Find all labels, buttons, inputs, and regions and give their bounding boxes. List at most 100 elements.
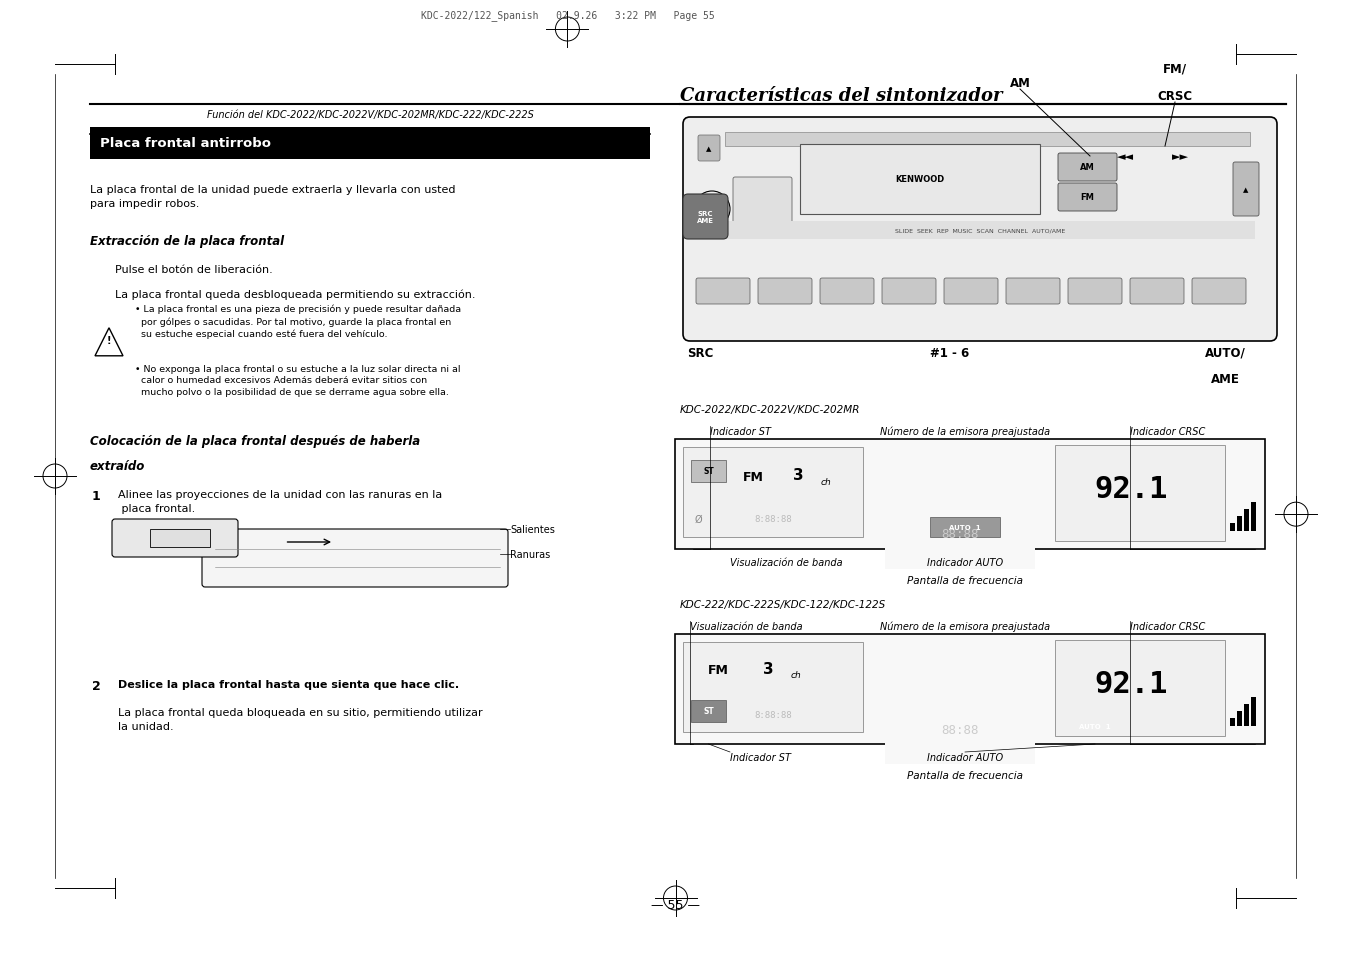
Text: Pulse el botón de liberación.: Pulse el botón de liberación.	[115, 265, 273, 274]
Text: ST: ST	[703, 467, 713, 476]
Text: KDC-2022/KDC-2022V/KDC-202MR: KDC-2022/KDC-2022V/KDC-202MR	[680, 405, 861, 415]
FancyBboxPatch shape	[882, 278, 936, 305]
Text: KDC-2022/122_Spanish   02.9.26   3:22 PM   Page 55: KDC-2022/122_Spanish 02.9.26 3:22 PM Pag…	[420, 10, 715, 21]
Polygon shape	[95, 329, 123, 356]
Text: Placa frontal antirrobo: Placa frontal antirrobo	[100, 136, 272, 150]
Text: — 55 —: — 55 —	[651, 898, 700, 911]
Text: 8:88:88: 8:88:88	[754, 515, 792, 524]
Text: SLIDE  SEEK  REP  MUSIC  SCAN  CHANNEL  AUTO/AME: SLIDE SEEK REP MUSIC SCAN CHANNEL AUTO/A…	[894, 229, 1065, 233]
Bar	[929, 517, 1000, 537]
Text: SRC
AME: SRC AME	[697, 211, 713, 224]
Text: AME: AME	[1210, 373, 1239, 386]
Text: 3: 3	[763, 660, 774, 676]
Bar	[1244, 510, 1250, 532]
Text: La placa frontal queda bloqueada en su sitio, permitiendo utilizar
la unidad.: La placa frontal queda bloqueada en su s…	[118, 707, 482, 731]
Text: Indicador ST: Indicador ST	[730, 752, 790, 762]
Text: Función del KDC-2022/KDC-2022V/KDC-202MR/KDC-222/KDC-222S: Función del KDC-2022/KDC-2022V/KDC-202MR…	[207, 110, 534, 120]
Text: Visualización de banda: Visualización de banda	[730, 558, 843, 567]
Bar	[725, 132, 1250, 147]
Bar	[1061, 717, 1129, 737]
Bar	[690, 460, 725, 482]
Bar	[1229, 719, 1235, 726]
FancyBboxPatch shape	[1069, 278, 1121, 305]
FancyBboxPatch shape	[684, 118, 1277, 341]
Text: Indicador ST: Indicador ST	[711, 427, 771, 436]
Text: Indicador AUTO: Indicador AUTO	[927, 558, 1002, 567]
FancyBboxPatch shape	[203, 530, 508, 587]
FancyBboxPatch shape	[758, 278, 812, 305]
Bar	[676, 635, 1265, 744]
Bar	[705, 222, 1255, 240]
Text: AM: AM	[1009, 77, 1031, 90]
Text: Ø: Ø	[694, 709, 701, 720]
Text: Extracción de la placa frontal: Extracción de la placa frontal	[91, 234, 284, 248]
Text: #1 - 6: #1 - 6	[931, 347, 970, 359]
FancyBboxPatch shape	[112, 519, 238, 558]
Text: Colocación de la placa frontal después de haberla: Colocación de la placa frontal después d…	[91, 435, 420, 448]
FancyBboxPatch shape	[1192, 278, 1246, 305]
Text: 92.1: 92.1	[1094, 475, 1169, 503]
Text: ►►: ►►	[1171, 152, 1189, 162]
Bar	[684, 448, 863, 537]
Text: AUTO  1: AUTO 1	[950, 524, 981, 531]
Text: La placa frontal de la unidad puede extraerla y llevarla con usted
para impedir : La placa frontal de la unidad puede extr…	[91, 185, 455, 209]
Bar	[1251, 698, 1256, 726]
Text: Salientes: Salientes	[509, 524, 555, 535]
Text: Ranuras: Ranuras	[509, 550, 550, 559]
Text: Indicador CRSC: Indicador CRSC	[1129, 427, 1205, 436]
FancyBboxPatch shape	[1129, 278, 1183, 305]
FancyBboxPatch shape	[684, 194, 728, 240]
Text: Número de la emisora preajustada: Número de la emisora preajustada	[880, 621, 1050, 632]
Text: • No exponga la placa frontal o su estuche a la luz solar directa ni al
  calor : • No exponga la placa frontal o su estuc…	[135, 365, 461, 396]
Text: !: !	[107, 336, 111, 346]
FancyBboxPatch shape	[1006, 278, 1061, 305]
Text: AUTO/: AUTO/	[1205, 347, 1246, 359]
Text: SRC: SRC	[686, 347, 713, 359]
Text: La placa frontal queda desbloqueada permitiendo su extracción.: La placa frontal queda desbloqueada perm…	[115, 290, 476, 300]
Bar	[1229, 523, 1235, 532]
FancyBboxPatch shape	[1058, 153, 1117, 182]
FancyBboxPatch shape	[1233, 163, 1259, 216]
FancyBboxPatch shape	[734, 178, 792, 227]
Text: 88:88: 88:88	[942, 528, 978, 541]
Text: Alinee las proyecciones de la unidad con las ranuras en la
 placa frontal.: Alinee las proyecciones de la unidad con…	[118, 490, 442, 514]
Text: ▲: ▲	[707, 146, 712, 152]
Text: KENWOOD: KENWOOD	[896, 175, 944, 184]
Text: ch: ch	[821, 478, 832, 487]
Text: ▲: ▲	[1243, 187, 1248, 193]
Text: FM: FM	[708, 664, 730, 677]
FancyBboxPatch shape	[698, 136, 720, 162]
Bar	[684, 642, 863, 732]
Text: Indicador CRSC: Indicador CRSC	[1129, 621, 1205, 631]
Bar	[885, 695, 1035, 764]
Bar	[1244, 704, 1250, 726]
Text: ch: ch	[790, 671, 801, 679]
Bar	[1055, 640, 1225, 737]
Text: FM: FM	[1081, 193, 1094, 202]
FancyBboxPatch shape	[150, 530, 209, 547]
Text: FM: FM	[743, 471, 763, 484]
Text: Número de la emisora preajustada: Número de la emisora preajustada	[880, 427, 1050, 437]
Bar	[91, 128, 650, 160]
Text: extraído: extraído	[91, 459, 146, 473]
Text: Visualización de banda: Visualización de banda	[690, 621, 802, 631]
Text: 3: 3	[793, 468, 804, 483]
FancyBboxPatch shape	[944, 278, 998, 305]
Text: 1: 1	[92, 490, 101, 502]
FancyBboxPatch shape	[820, 278, 874, 305]
Bar	[885, 499, 1035, 569]
Text: AM: AM	[1081, 163, 1094, 172]
Bar	[676, 439, 1265, 550]
Bar	[1238, 711, 1242, 726]
Text: Características del sintonizador: Características del sintonizador	[680, 87, 1002, 105]
Bar	[1238, 517, 1242, 532]
Bar	[800, 145, 1040, 214]
Text: Ø: Ø	[694, 515, 701, 524]
Text: Pantalla de frecuencia: Pantalla de frecuencia	[907, 576, 1023, 585]
Text: 2: 2	[92, 679, 101, 692]
Text: Indicador AUTO: Indicador AUTO	[927, 752, 1002, 762]
Bar	[1251, 502, 1256, 532]
Text: FM/: FM/	[1163, 62, 1188, 75]
Text: 8:88:88: 8:88:88	[754, 710, 792, 719]
Text: Pantalla de frecuencia: Pantalla de frecuencia	[907, 770, 1023, 781]
